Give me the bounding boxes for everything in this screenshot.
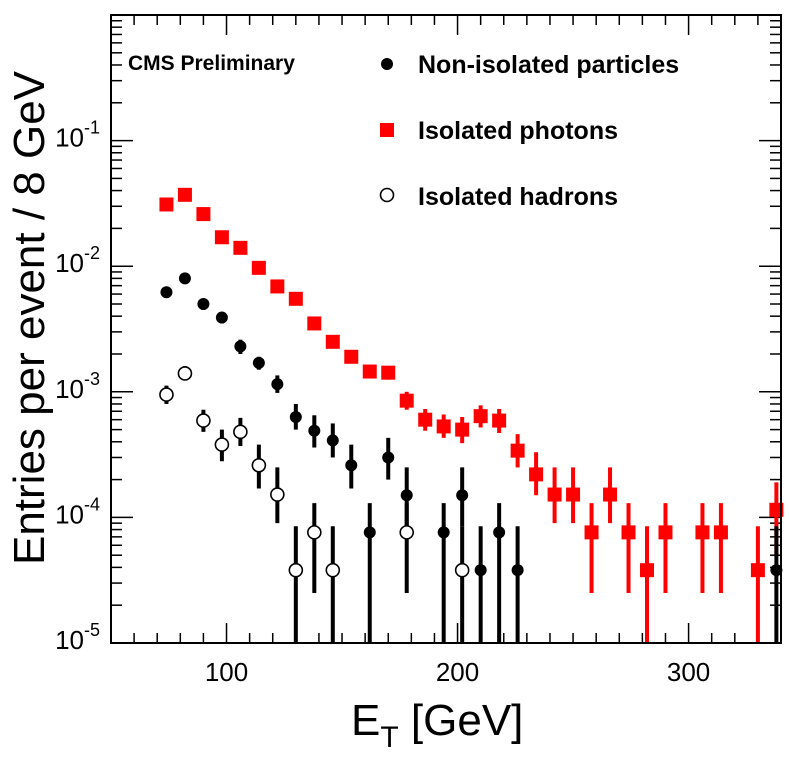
isolated-photons-point — [251, 260, 266, 275]
non-isolated-particles-point — [289, 411, 302, 424]
y-tick-label: 10-2 — [55, 243, 100, 278]
isolated-photons-point — [344, 349, 359, 364]
cms-preliminary-label: CMS Preliminary — [128, 52, 295, 75]
legend-label-non-isolated: Non-isolated particles — [418, 51, 679, 79]
isolated-photons-point — [603, 487, 618, 502]
isolated-hadrons-point — [233, 424, 248, 440]
non-isolated-particles-point — [271, 378, 284, 391]
isolated-photons-point — [325, 334, 340, 349]
legend-marker-isolated-photons — [380, 123, 394, 137]
legend-label-isolated-photons: Isolated photons — [418, 117, 618, 145]
legend-marker-isolated-hadrons — [379, 187, 395, 203]
isolated-photons-point — [307, 316, 322, 331]
isolated-hadrons-point — [454, 562, 470, 578]
y-tick-label: 10-3 — [55, 369, 100, 404]
isolated-photons-point — [381, 365, 396, 380]
isolated-photons-point — [492, 413, 507, 428]
isolated-photons-point — [196, 207, 211, 222]
isolated-photons-point — [750, 563, 765, 578]
isolated-photons-point — [159, 197, 174, 212]
isolated-photons-point — [658, 525, 673, 540]
isolated-photons-point — [214, 230, 229, 245]
non-isolated-particles-point — [400, 489, 413, 502]
non-isolated-particles-point — [493, 526, 506, 539]
isolated-hadrons-point — [177, 366, 193, 381]
isolated-photons-point — [510, 443, 525, 458]
y-axis-title: Entries per event / 8 GeV — [5, 70, 54, 565]
isolated-photons-point — [455, 422, 470, 437]
isolated-photons-point — [584, 525, 599, 540]
non-isolated-particles-point — [308, 424, 321, 437]
isolated-hadrons-point — [159, 387, 174, 402]
y-tick-label: 10-4 — [55, 494, 100, 529]
isolated-photons-point — [233, 240, 248, 255]
non-isolated-particles-point — [234, 340, 247, 353]
isolated-photons-point — [566, 487, 581, 502]
isolated-hadrons-point — [288, 562, 304, 578]
legend-marker-non-isolated — [381, 58, 393, 70]
isolated-photons-point — [769, 502, 784, 517]
x-axis-title-rest: [GeV] — [399, 696, 524, 745]
non-isolated-particles-point — [511, 564, 524, 577]
x-tick-label: 100 — [205, 657, 248, 687]
isolated-photons-point — [473, 409, 488, 424]
isolated-photons-point — [177, 187, 192, 202]
non-isolated-particles-point — [474, 564, 487, 577]
isolated-hadrons-point — [251, 457, 267, 473]
plot-frame — [110, 14, 782, 644]
x-tick-label: 300 — [667, 657, 710, 687]
isolated-hadrons-point — [270, 487, 285, 502]
y-tick-label: 10-1 — [55, 118, 100, 153]
non-isolated-particles-point — [456, 489, 469, 502]
isolated-photons-point — [529, 467, 544, 482]
non-isolated-particles-point — [252, 356, 265, 369]
isolated-hadrons-point — [325, 562, 341, 578]
isolated-photons-point — [418, 412, 433, 427]
y-tick-label: 10-5 — [55, 620, 100, 655]
isolated-photons-point — [713, 525, 728, 540]
non-isolated-particles-point — [437, 526, 450, 539]
x-axis-title-sub: T — [380, 721, 398, 754]
isolated-hadrons-point — [196, 413, 211, 428]
isolated-photons-point — [695, 525, 710, 540]
isolated-photons-point — [288, 291, 303, 306]
isolated-photons-point — [270, 279, 285, 294]
isolated-hadrons-point — [307, 525, 322, 540]
non-isolated-particles-point — [770, 564, 783, 577]
isolated-photons-point — [399, 393, 414, 408]
non-isolated-particles-point — [197, 298, 210, 311]
isolated-photons-point — [362, 364, 377, 379]
isolated-photons-point — [621, 525, 636, 540]
isolated-photons-point — [547, 487, 562, 502]
legend-label-isolated-hadrons: Isolated hadrons — [418, 183, 618, 211]
non-isolated-particles-point — [160, 286, 173, 299]
isolated-photons-point — [436, 419, 451, 434]
isolated-hadrons-point — [399, 525, 415, 540]
isolated-hadrons-point — [214, 437, 230, 452]
non-isolated-particles-point — [363, 526, 376, 539]
non-isolated-particles-point — [215, 311, 228, 324]
non-isolated-particles-point — [345, 459, 358, 472]
x-tick-label: 200 — [436, 657, 479, 687]
x-axis-title-main: E — [351, 696, 380, 745]
x-axis-title: ET [GeV] — [351, 696, 523, 754]
axis-ticks: 100 200 300 10-5 10-4 10-3 10-2 10-1 — [55, 15, 782, 687]
non-isolated-particles-point — [382, 451, 395, 464]
data-marks — [159, 187, 784, 643]
legend: Non-isolated particles Isolated photons … — [379, 51, 679, 211]
isolated-photons-point — [640, 563, 654, 578]
non-isolated-particles-point — [326, 434, 339, 447]
non-isolated-particles-point — [178, 272, 191, 285]
